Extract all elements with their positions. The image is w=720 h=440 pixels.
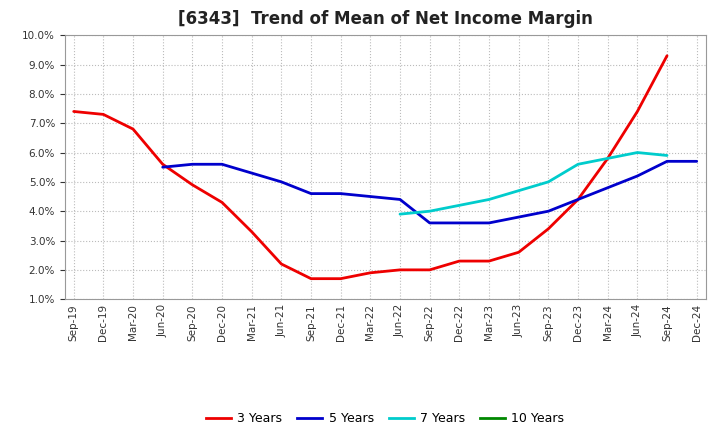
- 3 Years: [277, 261, 286, 267]
- 5 Years: [693, 159, 701, 164]
- 3 Years: [129, 126, 138, 132]
- 5 Years: [514, 214, 523, 220]
- 3 Years: [662, 53, 671, 59]
- Title: [6343]  Trend of Mean of Net Income Margin: [6343] Trend of Mean of Net Income Margi…: [178, 10, 593, 28]
- 5 Years: [603, 185, 612, 191]
- 7 Years: [455, 203, 464, 208]
- 5 Years: [277, 179, 286, 184]
- 3 Years: [188, 182, 197, 187]
- 7 Years: [633, 150, 642, 155]
- 3 Years: [574, 197, 582, 202]
- 3 Years: [544, 226, 553, 231]
- 3 Years: [633, 109, 642, 114]
- Legend: 3 Years, 5 Years, 7 Years, 10 Years: 3 Years, 5 Years, 7 Years, 10 Years: [201, 407, 570, 430]
- 3 Years: [455, 258, 464, 264]
- 5 Years: [426, 220, 434, 226]
- 3 Years: [396, 267, 405, 272]
- 5 Years: [633, 173, 642, 179]
- 5 Years: [336, 191, 345, 196]
- 7 Years: [544, 179, 553, 184]
- 3 Years: [248, 229, 256, 235]
- 5 Years: [662, 159, 671, 164]
- 3 Years: [336, 276, 345, 281]
- 3 Years: [99, 112, 108, 117]
- 3 Years: [217, 200, 226, 205]
- 5 Years: [455, 220, 464, 226]
- 5 Years: [366, 194, 374, 199]
- 3 Years: [485, 258, 493, 264]
- 5 Years: [574, 197, 582, 202]
- 5 Years: [217, 161, 226, 167]
- 3 Years: [69, 109, 78, 114]
- 5 Years: [485, 220, 493, 226]
- 5 Years: [188, 161, 197, 167]
- 7 Years: [485, 197, 493, 202]
- 7 Years: [396, 212, 405, 217]
- 3 Years: [514, 249, 523, 255]
- Line: 3 Years: 3 Years: [73, 56, 667, 279]
- 5 Years: [248, 170, 256, 176]
- Line: 5 Years: 5 Years: [163, 161, 697, 223]
- 3 Years: [426, 267, 434, 272]
- 7 Years: [662, 153, 671, 158]
- 7 Years: [603, 156, 612, 161]
- 7 Years: [426, 209, 434, 214]
- 3 Years: [366, 270, 374, 275]
- 5 Years: [307, 191, 315, 196]
- 7 Years: [514, 188, 523, 193]
- 3 Years: [603, 156, 612, 161]
- 7 Years: [574, 161, 582, 167]
- 5 Years: [396, 197, 405, 202]
- 5 Years: [544, 209, 553, 214]
- Line: 7 Years: 7 Years: [400, 153, 667, 214]
- 3 Years: [158, 161, 167, 167]
- 5 Years: [158, 165, 167, 170]
- 3 Years: [307, 276, 315, 281]
